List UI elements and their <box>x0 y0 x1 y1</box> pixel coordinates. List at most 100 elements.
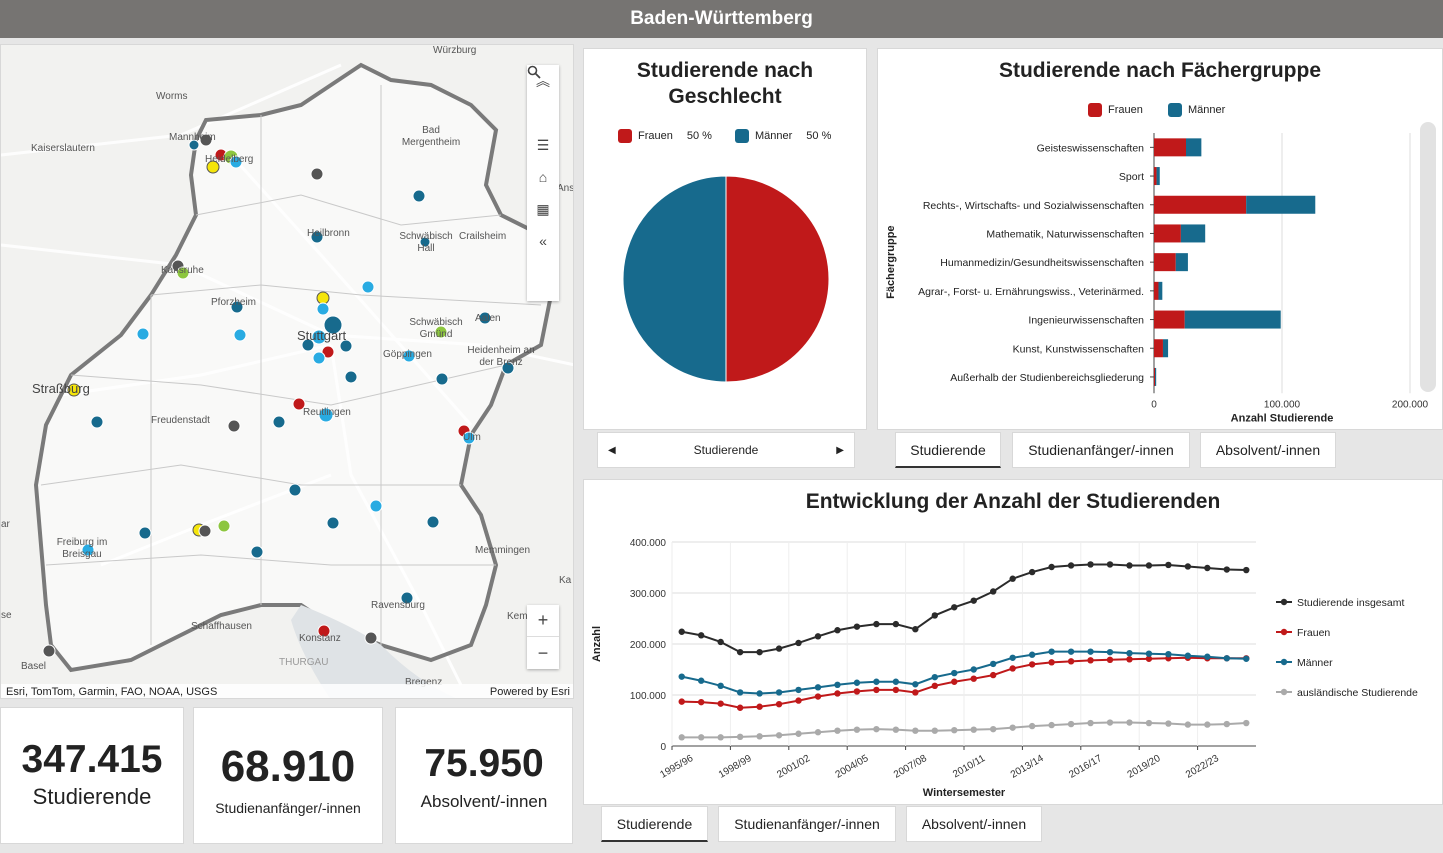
data-point[interactable] <box>1067 658 1075 665</box>
data-point[interactable] <box>1145 562 1153 569</box>
pie-slice-männer[interactable] <box>622 175 727 383</box>
data-point[interactable] <box>1009 724 1016 731</box>
data-point[interactable] <box>853 679 861 686</box>
collapse-left-icon[interactable]: « <box>539 233 547 249</box>
bar-frauen[interactable] <box>1154 367 1156 386</box>
data-point[interactable] <box>1145 719 1153 727</box>
data-point[interactable] <box>717 700 724 707</box>
bar-frauen[interactable] <box>1154 224 1181 243</box>
data-point[interactable] <box>698 632 705 639</box>
data-point[interactable] <box>775 645 783 652</box>
data-point[interactable] <box>1087 719 1094 727</box>
qr-code-icon[interactable]: ▦ <box>536 200 550 217</box>
tab-studierende[interactable]: Studierende <box>601 806 708 842</box>
bar-männer[interactable] <box>1158 281 1163 300</box>
data-point[interactable] <box>1165 651 1172 658</box>
data-point[interactable] <box>1106 719 1114 726</box>
data-point[interactable] <box>834 690 841 697</box>
data-point[interactable] <box>1145 655 1153 662</box>
zoom-out-button[interactable]: − <box>537 642 549 663</box>
data-point[interactable] <box>931 673 938 681</box>
data-point[interactable] <box>1204 721 1211 728</box>
data-point[interactable] <box>912 689 919 696</box>
data-point[interactable] <box>1048 721 1055 729</box>
legend-frauen[interactable]: Frauen 50 % <box>618 129 712 143</box>
data-point[interactable] <box>795 697 802 704</box>
data-point[interactable] <box>1009 665 1016 672</box>
data-point[interactable] <box>1067 720 1075 728</box>
bar-männer[interactable] <box>1175 253 1188 272</box>
home-icon[interactable]: ⌂ <box>538 169 548 185</box>
data-point[interactable] <box>970 726 977 733</box>
data-point[interactable] <box>1223 566 1230 573</box>
bar-männer[interactable] <box>1155 367 1157 386</box>
data-point[interactable] <box>1204 653 1211 660</box>
series-line[interactable] <box>681 721 1247 739</box>
data-point[interactable] <box>736 704 744 711</box>
data-point[interactable] <box>834 727 841 734</box>
trend-line-chart[interactable]: 0 100.000 200.000 300.000 400.000 1995/96 1998… <box>584 480 1443 806</box>
data-point[interactable] <box>990 588 997 595</box>
data-point[interactable] <box>1087 561 1094 568</box>
data-point[interactable] <box>990 660 997 668</box>
data-point[interactable] <box>1106 656 1114 664</box>
data-point[interactable] <box>1087 648 1094 655</box>
legend-maenner[interactable]: Männer <box>1168 103 1225 117</box>
data-point[interactable] <box>931 612 938 619</box>
data-point[interactable] <box>912 727 919 734</box>
bar-frauen[interactable] <box>1154 339 1163 358</box>
data-point[interactable] <box>736 648 744 656</box>
data-point[interactable] <box>698 734 705 741</box>
bar-männer[interactable] <box>1186 138 1202 157</box>
bar-männer[interactable] <box>1162 339 1169 358</box>
data-point[interactable] <box>756 648 763 656</box>
data-point[interactable] <box>853 688 861 695</box>
data-point[interactable] <box>678 698 685 705</box>
data-point[interactable] <box>1126 649 1133 657</box>
map-canvas[interactable] <box>1 45 574 699</box>
data-point[interactable] <box>931 727 938 734</box>
data-point[interactable] <box>853 623 861 630</box>
data-point[interactable] <box>1048 659 1055 666</box>
data-point[interactable] <box>990 725 997 733</box>
powered-by-esri[interactable]: Powered by Esri <box>489 686 570 698</box>
data-point[interactable] <box>1048 648 1055 655</box>
bar-männer[interactable] <box>1180 224 1206 243</box>
data-point[interactable] <box>1028 722 1036 730</box>
data-point[interactable] <box>834 627 841 634</box>
data-point[interactable] <box>1067 648 1075 655</box>
data-point[interactable] <box>1184 563 1192 570</box>
legend-label[interactable]: Frauen <box>1297 627 1330 639</box>
data-point[interactable] <box>814 633 822 640</box>
data-point[interactable] <box>892 678 900 685</box>
data-point[interactable] <box>756 733 763 740</box>
data-point[interactable] <box>1184 721 1192 728</box>
data-point[interactable] <box>717 638 724 646</box>
data-point[interactable] <box>814 729 822 736</box>
series-line[interactable] <box>681 563 1247 654</box>
university-markers[interactable] <box>42 133 515 658</box>
data-point[interactable] <box>931 682 938 690</box>
tab-studienanfaenger[interactable]: Studienanfänger/-innen <box>718 806 896 842</box>
data-point[interactable] <box>1106 648 1114 656</box>
data-point[interactable] <box>1126 562 1133 569</box>
data-point[interactable] <box>1243 566 1250 574</box>
data-point[interactable] <box>912 681 919 688</box>
data-point[interactable] <box>795 639 802 647</box>
data-point[interactable] <box>1028 568 1036 576</box>
data-point[interactable] <box>775 700 783 708</box>
data-point[interactable] <box>795 730 802 737</box>
data-point[interactable] <box>892 620 900 628</box>
data-point[interactable] <box>1009 654 1016 661</box>
data-point[interactable] <box>1165 561 1172 569</box>
data-point[interactable] <box>678 628 685 635</box>
bar-frauen[interactable] <box>1154 281 1159 300</box>
data-point[interactable] <box>873 620 880 628</box>
data-point[interactable] <box>1223 720 1230 728</box>
data-point[interactable] <box>990 671 997 679</box>
bar-frauen[interactable] <box>1154 167 1157 186</box>
data-point[interactable] <box>1028 651 1036 658</box>
data-point[interactable] <box>1165 720 1172 727</box>
tab-studienanfaenger[interactable]: Studienanfänger/-innen <box>1012 432 1190 468</box>
data-point[interactable] <box>698 677 705 684</box>
